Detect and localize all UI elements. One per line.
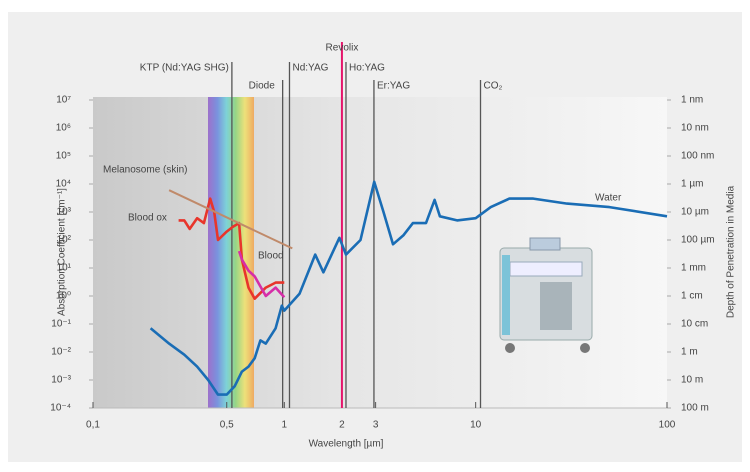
laser-label: Diode [249, 81, 276, 92]
series-line [178, 197, 285, 300]
y2-tick-label: 1 cm [681, 291, 703, 302]
laser-label: Er:YAG [377, 81, 410, 92]
y-tick-label: 10⁷ [56, 95, 71, 106]
series-label: Melanosome (skin) [103, 165, 187, 176]
visible-spectrum [208, 97, 254, 408]
y2-tick-label: 10 nm [681, 123, 709, 134]
x-tick-label: 2 [339, 420, 345, 431]
y2-tick-label: 100 nm [681, 151, 714, 162]
series-line [237, 250, 286, 299]
laser-label: CO₂ [484, 81, 503, 92]
y-tick-label: 10⁻² [51, 347, 71, 358]
y2-tick-label: 1 nm [681, 95, 703, 106]
y-tick-label: 10⁴ [56, 179, 71, 190]
y2-tick-label: 10 µm [681, 207, 709, 218]
x-tick-label: 3 [373, 420, 379, 431]
series-label: Blood [258, 251, 284, 262]
laser-label: Revolix [326, 43, 359, 54]
x-axis-label: Wavelength [µm] [309, 439, 384, 450]
laser-label: Nd:YAG [292, 63, 328, 74]
y2-tick-label: 100 µm [681, 235, 715, 246]
y-tick-label: 10⁻³ [51, 375, 71, 386]
y-tick-label: 10² [57, 235, 72, 246]
y2-tick-label: 10 m [681, 375, 703, 386]
laser-label: KTP (Nd:YAG SHG) [140, 63, 229, 74]
series-label: Water [595, 193, 622, 204]
x-tick-label: 100 [659, 420, 676, 431]
y2-tick-label: 100 m [681, 403, 709, 414]
x-tick-label: 0,1 [86, 420, 100, 431]
y-tick-label: 10¹ [57, 263, 72, 274]
y2-axis-label: Depth of Penetration in Media [726, 185, 737, 318]
x-tick-label: 0,5 [220, 420, 234, 431]
y-axis-label: Absorption Coefficient [cm⁻¹] [57, 188, 68, 316]
y-tick-label: 10³ [57, 207, 72, 218]
series-line [149, 180, 668, 396]
y-tick-label: 10⁻¹ [51, 319, 71, 330]
y2-tick-label: 1 m [681, 347, 698, 358]
y-tick-label: 10⁰ [56, 291, 71, 302]
y-tick-label: 10⁻⁴ [50, 403, 71, 414]
device-illustration [499, 237, 593, 353]
series-label: Blood ox [128, 213, 167, 224]
x-tick-label: 10 [470, 420, 482, 431]
y2-tick-label: 10 cm [681, 319, 708, 330]
series-line [168, 189, 293, 250]
laser-label: Ho:YAG [349, 63, 385, 74]
y2-tick-label: 1 µm [681, 179, 703, 190]
y2-tick-label: 1 mm [681, 263, 706, 274]
x-tick-label: 1 [282, 420, 288, 431]
y-tick-label: 10⁶ [56, 123, 71, 134]
y-tick-label: 10⁵ [56, 151, 71, 162]
